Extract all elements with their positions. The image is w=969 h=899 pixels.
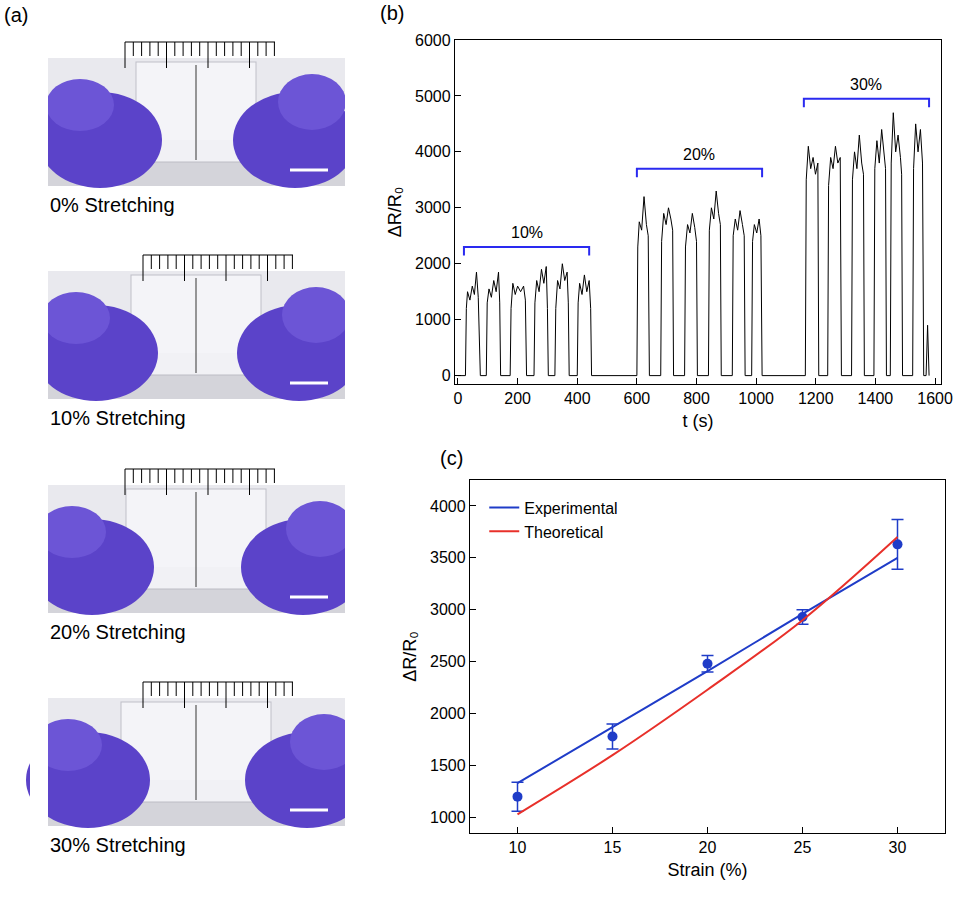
- svg-text:30%: 30%: [850, 76, 882, 93]
- svg-text:Theoretical: Theoretical: [524, 524, 603, 541]
- svg-text:2000: 2000: [430, 705, 466, 722]
- svg-text:0: 0: [442, 367, 451, 384]
- svg-text:ΔR/R₀: ΔR/R₀: [385, 187, 405, 238]
- svg-text:1200: 1200: [798, 390, 834, 407]
- svg-text:20%: 20%: [683, 146, 715, 163]
- svg-text:5000: 5000: [415, 88, 451, 105]
- svg-text:10% Stretching: 10% Stretching: [50, 407, 186, 429]
- svg-text:1500: 1500: [430, 757, 466, 774]
- svg-text:6000: 6000: [415, 32, 451, 49]
- svg-text:10: 10: [509, 839, 527, 856]
- svg-text:4000: 4000: [430, 498, 466, 515]
- svg-text:600: 600: [624, 390, 651, 407]
- svg-text:Experimental: Experimental: [524, 500, 617, 517]
- svg-text:800: 800: [683, 390, 710, 407]
- svg-text:ΔR/R₀: ΔR/R₀: [400, 631, 420, 682]
- svg-text:Strain (%): Strain (%): [667, 860, 747, 880]
- svg-text:400: 400: [564, 390, 591, 407]
- svg-text:30% Stretching: 30% Stretching: [50, 834, 186, 856]
- svg-text:1000: 1000: [738, 390, 774, 407]
- html-text:(b): (b): [380, 2, 405, 24]
- svg-text:4000: 4000: [415, 143, 451, 160]
- svg-text:3000: 3000: [430, 601, 466, 618]
- html-text:(c): (c): [440, 447, 464, 469]
- svg-text:20% Stretching: 20% Stretching: [50, 621, 186, 643]
- svg-text:t (s): t (s): [683, 411, 714, 431]
- svg-text:25: 25: [794, 839, 812, 856]
- svg-text:0% Stretching: 0% Stretching: [50, 194, 175, 216]
- svg-text:200: 200: [504, 390, 531, 407]
- svg-text:10%: 10%: [511, 224, 543, 241]
- svg-text:1400: 1400: [858, 390, 894, 407]
- svg-text:1600: 1600: [917, 390, 953, 407]
- svg-text:20: 20: [699, 839, 717, 856]
- svg-text:30: 30: [889, 839, 907, 856]
- svg-text:3000: 3000: [415, 199, 451, 216]
- svg-text:0: 0: [454, 390, 463, 407]
- svg-text:2500: 2500: [430, 653, 466, 670]
- svg-text:15: 15: [604, 839, 622, 856]
- svg-text:3500: 3500: [430, 549, 466, 566]
- svg-text:1000: 1000: [415, 311, 451, 328]
- svg-text:(a): (a): [4, 4, 28, 26]
- svg-text:2000: 2000: [415, 255, 451, 272]
- svg-text:1000: 1000: [430, 809, 466, 826]
